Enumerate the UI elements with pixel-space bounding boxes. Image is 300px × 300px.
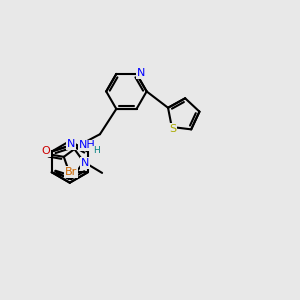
Text: N: N — [67, 139, 75, 149]
Text: Br: Br — [65, 167, 77, 177]
Text: NH: NH — [79, 140, 96, 150]
Text: N: N — [136, 68, 145, 78]
Text: N: N — [80, 158, 89, 168]
Text: O: O — [41, 146, 50, 157]
Text: S: S — [169, 124, 176, 134]
Text: H: H — [93, 146, 100, 155]
